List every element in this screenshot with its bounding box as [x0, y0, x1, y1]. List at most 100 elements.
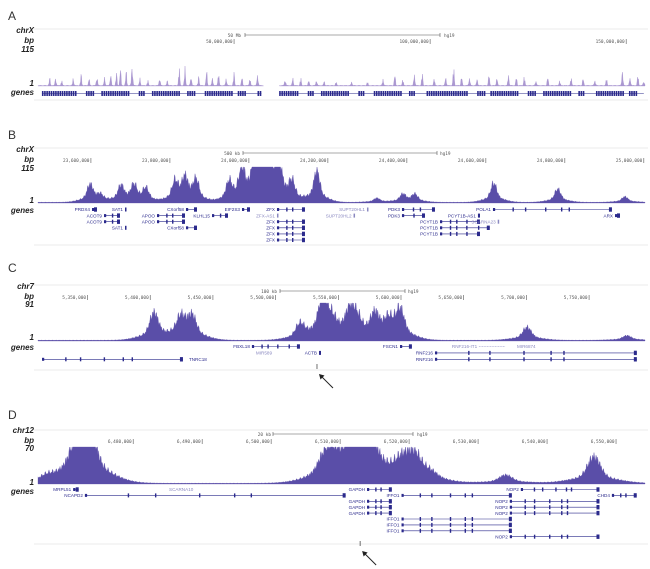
gene-block [360, 91, 363, 96]
gene-block [204, 91, 207, 96]
gene-block [331, 91, 334, 96]
gene-block [595, 91, 598, 96]
gene-exon [566, 499, 569, 504]
gene-exon [492, 208, 496, 211]
gene-exon [434, 357, 438, 361]
gene-block [505, 91, 508, 96]
gene-exon [286, 207, 288, 212]
gene-block [628, 91, 631, 96]
gene-nop2: NOP2 [495, 505, 600, 510]
gene-exon [103, 357, 106, 362]
axis-tick-label: 23,600,000 [63, 158, 90, 164]
gene-block [532, 91, 534, 96]
gene-exon [292, 225, 294, 230]
axis-tick-label: 6,530,000 [453, 439, 477, 445]
gene-block [283, 91, 286, 96]
gene-label: SAT1 [112, 226, 124, 231]
gene-block [439, 91, 442, 96]
gene-block [105, 91, 108, 96]
gene-block [57, 91, 59, 96]
gene-block [565, 91, 567, 96]
gene-exon [401, 523, 404, 527]
gene-mrpl51: MRPL51 [53, 487, 79, 492]
gene-fbxl18: FBXL18 [233, 344, 300, 349]
gene-actb: ACTB [305, 351, 321, 356]
gene-exon [401, 529, 404, 533]
gene-exon [301, 219, 305, 224]
gene-exon [464, 517, 467, 521]
gene-block [604, 91, 607, 96]
bp-label: bp [24, 155, 34, 164]
gene-exon [431, 517, 433, 521]
gene-block [323, 91, 325, 96]
gene-exon [380, 505, 382, 510]
gene-label: CXorf58 [167, 207, 184, 212]
gene-block [514, 91, 517, 96]
gene-exon [509, 505, 513, 509]
panel-c: C chr7 bp 91 1 genes 100 kb hg19 [8, 261, 419, 352]
gene-rnf216-it1: RNF216-IT1 [452, 344, 506, 349]
gene-block [125, 91, 128, 96]
gene-label: SUPT20HL1 [339, 207, 365, 212]
gene-iffo1: IFFO1 [386, 517, 512, 522]
gene-exon [523, 357, 525, 362]
gene-exon [550, 350, 552, 355]
gene-block [342, 91, 345, 96]
gene-exon [563, 357, 565, 362]
gene-exon [596, 505, 600, 510]
gene-label: FSCN1 [383, 344, 399, 349]
gene-exon [111, 213, 114, 218]
gene-exon [509, 499, 513, 503]
scale-label: 20 kb [258, 432, 272, 438]
gene-block [516, 91, 519, 96]
gene-sat1: SAT1 [112, 226, 127, 231]
gene-block [173, 91, 176, 96]
gene-zfx: ZFX [266, 232, 305, 237]
gene-block [413, 91, 415, 96]
gene-block [48, 91, 51, 96]
gene-gapdh: GAPDH [349, 505, 392, 510]
gene-exon [116, 213, 120, 218]
gene-label: TNRC18 [189, 357, 207, 362]
gene-exon [533, 511, 536, 516]
gene-label: PCYT1B [420, 232, 438, 237]
gene-exon [434, 351, 438, 355]
signal-area [37, 446, 646, 485]
gene-block [569, 91, 572, 96]
gene-exon [449, 219, 452, 224]
gene-block [501, 91, 503, 96]
gene-exon [449, 528, 452, 533]
gene-exon [555, 487, 557, 492]
gene-exon [401, 493, 404, 497]
gene-block [325, 91, 327, 96]
gene-label: KLHL15 [193, 213, 210, 218]
gene-block [259, 91, 262, 96]
gene-block [622, 91, 624, 96]
gene-label: ACOT9 [87, 213, 103, 218]
gene-label: ZFX [266, 238, 275, 243]
gene-block [338, 91, 341, 96]
gene-exon [380, 487, 382, 492]
gene-exon [523, 350, 525, 355]
gene-exon [241, 208, 245, 211]
gene-label: SUPT20HL2 [326, 213, 352, 218]
gene-exon [399, 345, 403, 348]
gene-block [327, 91, 330, 96]
gene-label: MRPL51 [53, 487, 71, 492]
gene-block [176, 91, 178, 96]
gene-label: PCYT1B [420, 226, 438, 231]
gene-block [411, 91, 413, 96]
genes-label: genes [10, 487, 35, 496]
gene-exon [122, 357, 124, 362]
gene-block [397, 91, 400, 96]
gene-block [92, 91, 95, 96]
gene-exon [401, 208, 405, 211]
gene-exon [388, 499, 392, 504]
gene-exon [233, 493, 236, 498]
gene-block [477, 91, 479, 96]
gene-block [512, 91, 514, 96]
gene-exon [367, 499, 370, 503]
gene-exon [468, 357, 470, 362]
gene-exon [419, 522, 422, 527]
panel-letter: A [8, 9, 16, 23]
